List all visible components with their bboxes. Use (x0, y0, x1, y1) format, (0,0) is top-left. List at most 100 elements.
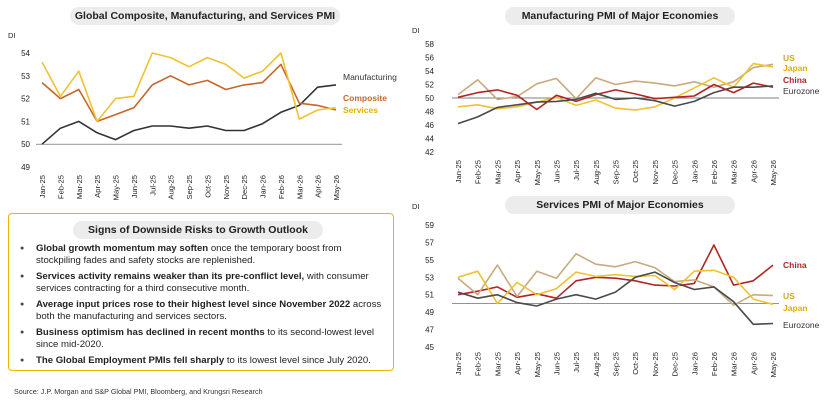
chart2-x-tick: Oct-25 (631, 160, 640, 183)
risk-item: Business optimism has declined in recent… (20, 327, 388, 352)
risks-list: Global growth momentum may soften once t… (20, 243, 388, 371)
chart1-x-tick: May-25 (112, 175, 121, 200)
chart2-x-tick: May-26 (769, 160, 778, 185)
chart3-x-tick: Sep-25 (612, 352, 621, 377)
chart3-y-tick: 53 (425, 273, 434, 282)
chart2-x-tick: Jul-25 (572, 160, 581, 181)
chart1-x-tick: Feb-26 (277, 175, 286, 199)
chart1-x-tick: Feb-25 (56, 175, 65, 199)
chart3-y-tick: 47 (425, 326, 434, 335)
chart1-y-tick: 49 (21, 163, 30, 172)
chart3-x-tick: Dec-25 (671, 352, 680, 376)
chart3-y-tick: 49 (425, 308, 434, 317)
chart2-x-tick: May-25 (533, 160, 542, 185)
chart1-x-tick: Oct-25 (203, 175, 212, 198)
chart1-x-tick: May-26 (332, 175, 341, 200)
risk-item: Average input prices rose to their highe… (20, 299, 388, 324)
chart2-x-tick: Jun-25 (552, 160, 561, 183)
chart2-series-china (457, 82, 774, 111)
chart1-x-tick: Sep-25 (185, 175, 194, 200)
chart2-y-tick: 48 (425, 108, 434, 117)
chart3-series-japan (457, 269, 774, 306)
chart2-x-tick: Feb-25 (474, 160, 483, 184)
chart3-label-us: US (783, 291, 795, 301)
chart1-x-tick: Jun-25 (130, 175, 139, 198)
chart3-label-china: China (783, 260, 807, 270)
chart3-x-tick: Jan-26 (690, 352, 699, 375)
risks-box (8, 213, 394, 371)
chart1-y-tick: 52 (21, 95, 30, 104)
chart2-y-tick: 52 (425, 81, 434, 90)
chart3-x-tick: Feb-25 (474, 352, 483, 376)
chart3-series-china (457, 244, 774, 300)
chart1-label-manufacturing: Manufacturing (343, 72, 397, 82)
chart3-x-tick: May-26 (769, 352, 778, 377)
chart2-series-eurozone (457, 85, 774, 125)
chart1-x-tick: Mar-25 (75, 175, 84, 199)
risks-title: Signs of Downside Risks to Growth Outloo… (73, 221, 323, 239)
chart3-x-tick: Jul-25 (572, 352, 581, 373)
chart3-title: Services PMI of Major Economies (505, 196, 735, 214)
chart2-series-japan (457, 62, 774, 111)
chart3-y-tick: 57 (425, 238, 434, 247)
chart2-series-us (457, 63, 774, 101)
chart3-series-eurozone (457, 271, 774, 326)
chart1-label-composite: Composite (343, 93, 387, 103)
chart2-y-tick: 56 (425, 54, 434, 63)
chart3-x-tick: Jun-25 (552, 352, 561, 375)
source-note: Source: J.P. Morgan and S&P Global PMI, … (14, 387, 263, 396)
chart1-y-unit: DI (8, 31, 16, 40)
chart2-y-tick: 42 (425, 148, 434, 157)
chart3-y-tick: 45 (425, 343, 434, 352)
chart1-series-services (41, 52, 337, 123)
chart3-x-tick: Feb-26 (710, 352, 719, 376)
chart2-y-tick: 58 (425, 40, 434, 49)
chart2-x-tick: Nov-25 (651, 160, 660, 184)
chart1-x-tick: Aug-25 (167, 175, 176, 200)
chart2-x-tick: Feb-26 (710, 160, 719, 184)
chart2-x-tick: Jan-26 (690, 160, 699, 183)
chart1-label-services: Services (343, 105, 378, 115)
chart3-y-tick: 59 (425, 221, 434, 230)
chart1-series-manufacturing (41, 84, 337, 145)
chart3-y-unit: DI (412, 202, 420, 211)
chart2-y-unit: DI (412, 26, 420, 35)
risk-item: Global growth momentum may soften once t… (20, 243, 388, 268)
chart1-x-tick: Dec-25 (240, 175, 249, 199)
chart2-x-tick: Sep-25 (612, 160, 621, 185)
chart3-x-tick: Nov-25 (651, 352, 660, 376)
chart1-x-tick: Apr-26 (314, 175, 323, 198)
chart3-y-tick: 55 (425, 256, 434, 265)
chart1-x-tick: Mar-26 (295, 175, 304, 199)
chart3-label-eurozone: Eurozone (783, 320, 820, 330)
chart2-x-tick: Apr-26 (749, 160, 758, 183)
chart2-x-tick: Jan-25 (454, 160, 463, 183)
chart3-x-tick: Oct-25 (631, 352, 640, 375)
chart1-y-tick: 53 (21, 72, 30, 81)
chart2-label-eurozone: Eurozone (783, 86, 820, 96)
chart3-x-tick: May-25 (533, 352, 542, 377)
chart2-x-tick: Mar-26 (730, 160, 739, 184)
chart3-x-tick: Aug-25 (592, 352, 601, 377)
chart3-label-japan: Japan (783, 303, 808, 313)
chart2-x-tick: Dec-25 (671, 160, 680, 184)
chart1-x-tick: Nov-25 (222, 175, 231, 199)
chart2-y-tick: 44 (425, 135, 434, 144)
chart1-x-tick: Jul-25 (148, 175, 157, 196)
chart3-x-tick: Apr-26 (749, 352, 758, 375)
chart2-label-china: China (783, 75, 807, 85)
chart1-x-tick: Apr-25 (93, 175, 102, 198)
chart2-y-tick: 50 (425, 94, 434, 103)
chart1-x-tick: Jan-26 (259, 175, 268, 198)
chart2-label-us: US (783, 53, 795, 63)
chart3-series-us (457, 253, 774, 307)
chart2-x-tick: Aug-25 (592, 160, 601, 185)
chart3-x-tick: Apr-25 (513, 352, 522, 375)
chart3-x-tick: Jan-25 (454, 352, 463, 375)
risk-item: Services activity remains weaker than it… (20, 271, 388, 296)
chart3-y-tick: 51 (425, 291, 434, 300)
chart1-y-tick: 50 (21, 140, 30, 149)
chart2-x-tick: Mar-25 (493, 160, 502, 184)
chart1-title: Global Composite, Manufacturing, and Ser… (70, 7, 340, 25)
